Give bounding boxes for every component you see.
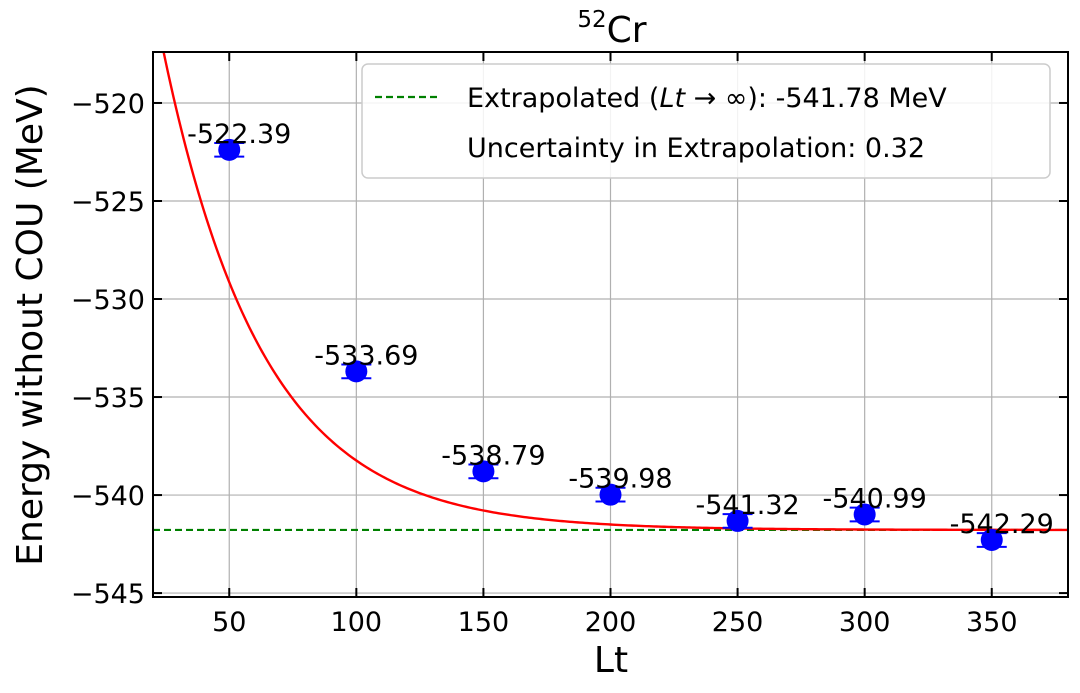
data-point xyxy=(599,483,622,506)
legend-uncertainty-label: Uncertainty in Extrapolation: 0.32 xyxy=(467,133,925,164)
y-tick-label: −530 xyxy=(71,285,145,316)
x-tick-label: 350 xyxy=(966,607,1018,638)
x-tick-label: 50 xyxy=(212,607,246,638)
data-point xyxy=(218,138,241,161)
legend-box xyxy=(361,63,1051,179)
data-points-group xyxy=(214,138,1007,551)
data-label: -540.99 xyxy=(823,483,927,514)
fit-curve xyxy=(162,52,1068,532)
data-labels-group: -522.39 -533.69 -538.79 -539.98 -541.32 -540.… xyxy=(187,119,1054,540)
chart-title-superscript: 52 xyxy=(577,7,606,33)
legend-extrapolated-math: Lt xyxy=(659,83,686,114)
data-point xyxy=(345,360,368,383)
chart-title-base: Cr xyxy=(607,10,647,51)
data-label: -533.69 xyxy=(314,340,418,371)
axis-ticks-group: 50 100 150 200 250 300 350 −520 −525 −530 −535 −540… xyxy=(71,52,1068,638)
data-point xyxy=(472,460,495,483)
x-tick-label: 100 xyxy=(331,607,383,638)
data-point xyxy=(853,503,876,526)
y-tick-label: −520 xyxy=(71,89,145,120)
y-tick-label: −540 xyxy=(71,481,145,512)
y-tick-label: −545 xyxy=(71,579,145,610)
y-tick-label: −525 xyxy=(71,187,145,218)
x-axis-label: Lt xyxy=(594,640,628,681)
data-label: -541.32 xyxy=(695,490,799,521)
legend-extrapolated-prefix: Extrapolated ( xyxy=(467,83,659,114)
legend: Extrapolated (Lt → ∞): -541.78 MeV Uncer… xyxy=(361,63,1051,179)
data-label: -542.29 xyxy=(950,509,1054,540)
data-label: -522.39 xyxy=(187,119,291,150)
chart-title: 52Cr xyxy=(577,7,646,51)
fit-curve-group xyxy=(162,52,1068,532)
data-point xyxy=(980,528,1003,551)
x-tick-label: 200 xyxy=(585,607,637,638)
x-tick-label: 150 xyxy=(458,607,510,638)
y-axis-label: Energy without COU (MeV) xyxy=(10,84,51,565)
y-tick-label: −535 xyxy=(71,383,145,414)
data-label: -538.79 xyxy=(441,440,545,471)
data-label: -539.98 xyxy=(568,464,672,495)
x-tick-label: 250 xyxy=(712,607,764,638)
data-point xyxy=(726,509,749,532)
legend-extrapolated-suffix: → ∞): -541.78 MeV xyxy=(685,83,947,114)
x-tick-label: 300 xyxy=(839,607,891,638)
legend-extrapolated-label: Extrapolated (Lt → ∞): -541.78 MeV xyxy=(467,83,947,114)
